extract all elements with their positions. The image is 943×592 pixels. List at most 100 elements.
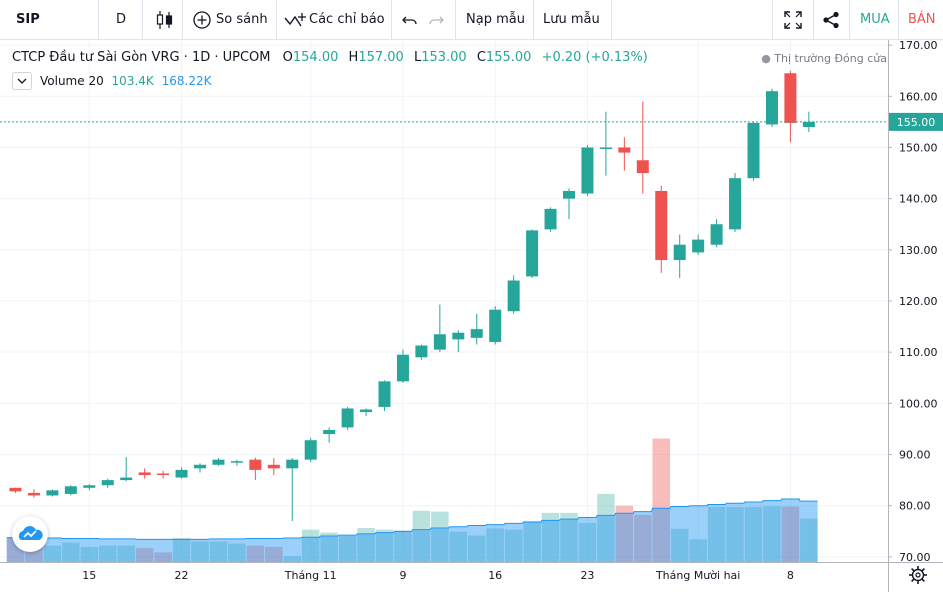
price-tick-label: 110.00 bbox=[899, 346, 938, 359]
price-chart[interactable]: 70.00 80.00 90.00 100.00 110.00 120.00 130.00 1… bbox=[0, 40, 943, 592]
settings-button[interactable] bbox=[906, 563, 930, 587]
candle-body bbox=[618, 147, 631, 153]
volume-bar bbox=[523, 520, 541, 562]
symbol-search[interactable]: SIP bbox=[16, 0, 40, 40]
buy-button[interactable]: MUA bbox=[860, 0, 890, 40]
candle-body bbox=[249, 459, 262, 470]
volume-bar bbox=[689, 539, 707, 562]
price-axis-bg bbox=[888, 40, 943, 592]
divider bbox=[98, 0, 99, 40]
candle-body bbox=[157, 473, 170, 475]
volume-bar bbox=[62, 542, 80, 562]
volume-bar bbox=[670, 528, 689, 562]
sell-label: BÁN bbox=[908, 12, 936, 27]
volume-bar bbox=[541, 512, 560, 562]
volume-bar bbox=[209, 541, 228, 562]
volume-value: 103.4K bbox=[111, 74, 154, 88]
volume-bar bbox=[265, 546, 283, 562]
redo-icon bbox=[429, 16, 444, 25]
price-tick-label: 100.00 bbox=[899, 397, 938, 410]
price-tick-label: 70.00 bbox=[899, 551, 931, 564]
market-status: ● Thị trường Đóng cửa bbox=[761, 52, 887, 65]
price-tick-label: 120.00 bbox=[899, 295, 938, 308]
indicator-icon bbox=[284, 12, 306, 26]
series-legend: CTCP Đầu tư Sài Gòn VRG · 1D · UPCOM O15… bbox=[12, 50, 648, 65]
fullscreen-button[interactable] bbox=[784, 0, 804, 40]
divider bbox=[611, 0, 612, 40]
undo-button[interactable] bbox=[402, 0, 418, 40]
price-tick-label: 130.00 bbox=[899, 244, 938, 257]
volume-bar bbox=[172, 538, 191, 562]
candle-body bbox=[655, 190, 668, 261]
candle-body bbox=[120, 477, 133, 481]
time-tick-label: 16 bbox=[488, 569, 502, 582]
volume-bar bbox=[486, 528, 504, 562]
candle-body bbox=[46, 490, 59, 496]
chart-area[interactable]: 70.00 80.00 90.00 100.00 110.00 120.00 130.00 1… bbox=[0, 40, 943, 592]
volume-bar bbox=[117, 545, 135, 562]
volume-bar bbox=[301, 529, 320, 562]
candle-body bbox=[563, 190, 575, 199]
indicators-button[interactable]: Các chỉ báo bbox=[284, 0, 385, 40]
chart-style-button[interactable] bbox=[152, 0, 178, 40]
candle-body bbox=[673, 244, 686, 261]
volume-bar bbox=[357, 527, 375, 562]
save-template-button[interactable]: Lưu mẫu bbox=[543, 0, 600, 40]
price-tick-label: 170.00 bbox=[899, 40, 938, 52]
volume-bar bbox=[43, 545, 62, 562]
volume-bar bbox=[781, 506, 800, 562]
candle-body bbox=[507, 280, 520, 312]
candle-body bbox=[489, 309, 502, 342]
candle-body bbox=[581, 147, 594, 194]
divider bbox=[533, 0, 534, 40]
time-tick-label: 9 bbox=[399, 569, 406, 582]
high-value: 157.00 bbox=[358, 50, 404, 65]
volume-bar bbox=[191, 541, 209, 562]
compare-button[interactable]: So sánh bbox=[192, 0, 268, 40]
gear-icon bbox=[909, 566, 927, 584]
volume-bar bbox=[394, 530, 412, 562]
fullscreen-icon bbox=[784, 11, 802, 29]
candle-body bbox=[101, 480, 114, 486]
redo-button[interactable] bbox=[428, 0, 444, 40]
time-tick-label: 23 bbox=[580, 569, 594, 582]
collapse-legend-button[interactable] bbox=[12, 72, 32, 90]
open-value: 154.00 bbox=[292, 50, 339, 65]
divider bbox=[813, 0, 814, 40]
share-button[interactable] bbox=[822, 0, 840, 40]
sell-button[interactable]: BÁN bbox=[908, 0, 936, 40]
undo-icon bbox=[402, 16, 417, 25]
cloud-chart-icon bbox=[18, 526, 43, 540]
volume-bar bbox=[80, 546, 99, 562]
candle-body bbox=[784, 73, 797, 123]
candle-body bbox=[83, 485, 96, 488]
load-template-button[interactable]: Nạp mẫu bbox=[466, 0, 525, 40]
candle-body bbox=[747, 122, 760, 179]
volume-bar bbox=[246, 545, 265, 562]
volume-bar bbox=[338, 535, 357, 562]
volume-bar bbox=[707, 506, 726, 562]
divider bbox=[182, 0, 183, 40]
interval-button[interactable]: D bbox=[116, 0, 126, 40]
candle-body bbox=[415, 345, 428, 358]
volume-bar bbox=[578, 522, 597, 562]
last-price-label: 155.00 bbox=[897, 116, 936, 129]
tradingview-logo[interactable] bbox=[12, 516, 48, 552]
candle-body bbox=[64, 486, 77, 494]
candle-body bbox=[692, 239, 705, 253]
candle-body bbox=[194, 464, 206, 469]
compare-label: So sánh bbox=[216, 12, 268, 27]
volume-bar bbox=[375, 529, 394, 562]
price-tick-label: 140.00 bbox=[899, 193, 938, 206]
symbol-label: SIP bbox=[16, 12, 40, 27]
time-tick-label: 8 bbox=[787, 569, 794, 582]
volume-bar bbox=[283, 556, 301, 562]
open-label: O bbox=[282, 50, 293, 65]
candle-body bbox=[212, 459, 225, 465]
candle-body bbox=[360, 409, 373, 413]
buy-label: MUA bbox=[860, 12, 890, 27]
divider bbox=[142, 0, 143, 40]
candle-body bbox=[802, 121, 815, 127]
volume-bar bbox=[135, 548, 154, 562]
load-template-label: Nạp mẫu bbox=[466, 12, 525, 27]
